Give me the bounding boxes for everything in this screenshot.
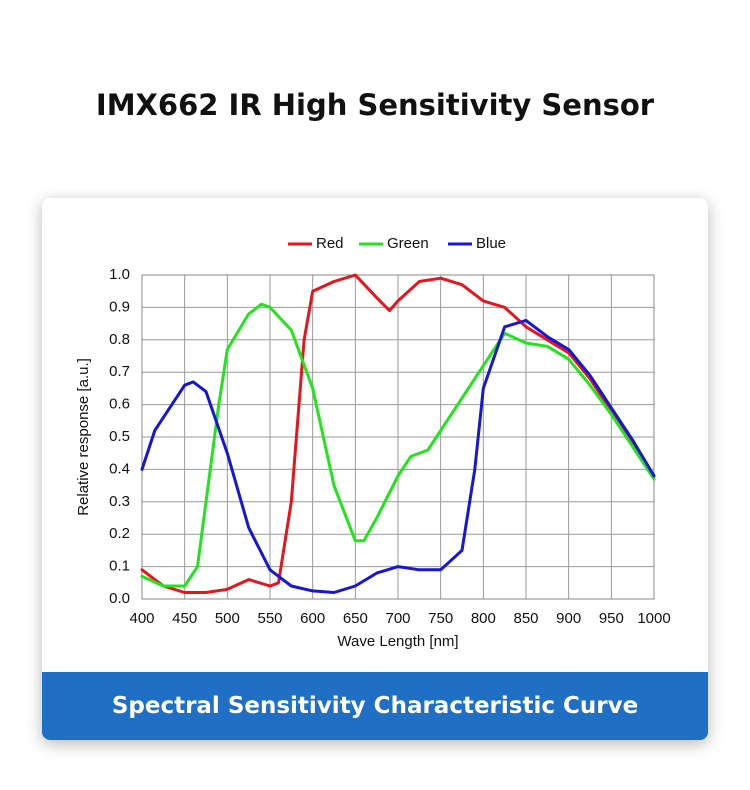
x-tick-label: 650 (343, 610, 368, 627)
y-tick-label: 0.4 (109, 460, 130, 477)
y-tick-label: 0.0 (109, 590, 130, 607)
x-tick-label: 600 (300, 610, 325, 627)
y-tick-label: 0.9 (109, 298, 130, 315)
y-tick-label: 0.6 (109, 396, 130, 413)
y-tick-label: 0.7 (109, 363, 130, 380)
x-tick-label: 800 (471, 610, 496, 627)
line-series (140, 318, 656, 594)
line-series (140, 273, 656, 594)
x-tick-label: 1000 (637, 610, 670, 627)
y-tick-label: 1.0 (109, 266, 130, 283)
x-tick-label: 500 (215, 610, 240, 627)
legend-label: Green (387, 235, 429, 252)
x-tick-label: 750 (428, 610, 453, 627)
card: 0.0 0.1 0.2 0.3 0.4 0.5 0.6 0.7 0.8 0.9 1.0 400 450 5… (42, 198, 708, 740)
y-tick-label: 0.3 (109, 493, 130, 510)
x-tick-label: 950 (599, 610, 624, 627)
y-tick-label: 0.1 (109, 558, 130, 575)
chart: 0.0 0.1 0.2 0.3 0.4 0.5 0.6 0.7 0.8 0.9 1.0 400 450 5… (75, 235, 671, 650)
banner: Spectral Sensitivity Characteristic Curv… (42, 672, 708, 740)
legend-label: Blue (476, 235, 506, 252)
page-title: IMX662 IR High Sensitivity Sensor (95, 88, 655, 122)
x-tick-label: 850 (513, 610, 538, 627)
y-tick-label: 0.5 (109, 428, 130, 445)
y-axis-label: Relative response [a.u.] (75, 358, 92, 516)
x-tick-label: 450 (172, 610, 197, 627)
x-tick-label: 550 (257, 610, 282, 627)
x-tick-label: 700 (385, 610, 410, 627)
y-tick-label: 0.2 (109, 525, 130, 542)
x-tick-label: 400 (129, 610, 154, 627)
x-axis-label: Wave Length [nm] (337, 633, 458, 650)
plot-frame (141, 274, 655, 600)
legend-label: Red (316, 235, 344, 252)
y-tick-label: 0.8 (109, 331, 130, 348)
x-tick-label: 900 (556, 610, 581, 627)
